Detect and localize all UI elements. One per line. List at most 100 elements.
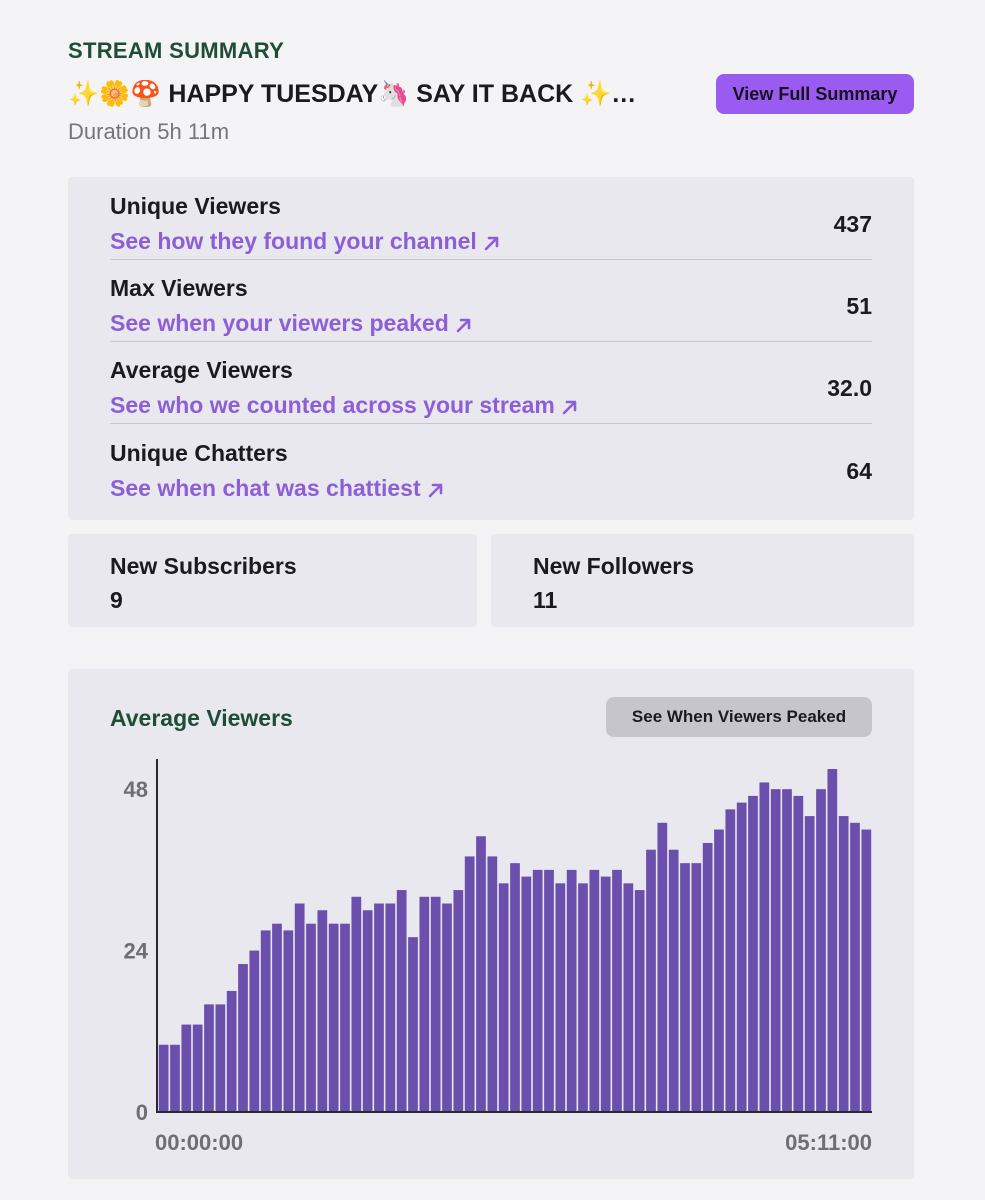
stat-link-found-channel[interactable]: See how they found your channel	[110, 228, 501, 255]
stat-link-text: See how they found your channel	[110, 228, 477, 254]
stat-row-average-viewers: Average Viewers See who we counted acros…	[110, 341, 872, 424]
chart-bar	[306, 923, 316, 1112]
stat-link-chat-chattiest[interactable]: See when chat was chattiest	[110, 475, 445, 502]
new-subscribers-label: New Subscribers	[110, 553, 297, 579]
chart-title: Average Viewers	[110, 705, 293, 731]
arrow-up-right-icon	[428, 483, 442, 498]
chart-bar	[861, 829, 872, 1112]
chart-bar	[158, 1044, 169, 1112]
chart-bar	[226, 990, 237, 1112]
y-tick-label: 0	[136, 1100, 148, 1125]
new-followers-label: New Followers	[533, 553, 695, 579]
chart-bar	[374, 903, 384, 1112]
chart-bar	[340, 923, 350, 1112]
chart-bar	[351, 896, 362, 1112]
chart-bar	[725, 809, 736, 1112]
chart-bar	[646, 849, 656, 1112]
chart-bar	[498, 883, 509, 1112]
chart-bar	[680, 863, 690, 1112]
chart-bar	[827, 769, 838, 1112]
chart-bar	[555, 883, 566, 1112]
chart-bar	[770, 789, 781, 1112]
chart-bar	[453, 890, 464, 1112]
chart-bar	[566, 869, 577, 1112]
chart-bar	[249, 950, 260, 1112]
stream-name: ✨🌼🍄 HAPPY TUESDAY🦄 SAY IT BACK ✨…	[68, 80, 637, 108]
stat-row-unique-chatters: Unique Chatters See when chat was chatti…	[110, 424, 872, 506]
chart-bar	[521, 876, 532, 1112]
chart-bar	[759, 782, 770, 1112]
x-tick-label: 00:00:00	[155, 1130, 243, 1155]
arrow-up-right-icon	[562, 400, 577, 415]
stat-value: 437	[833, 211, 872, 237]
chart-bar	[476, 836, 486, 1112]
chart-bar	[668, 849, 679, 1112]
stat-label: Average Viewers	[110, 357, 293, 383]
chart-bar	[260, 930, 271, 1112]
chart-bar	[589, 869, 600, 1112]
stat-link-text: See when chat was chattiest	[110, 475, 421, 501]
stat-label: Max Viewers	[110, 275, 248, 301]
chart-bar	[487, 856, 498, 1112]
chart-bar	[657, 822, 668, 1112]
chart-bar	[430, 896, 441, 1112]
chart-bar	[510, 863, 520, 1112]
stat-row-unique-viewers: Unique Viewers See how they found your c…	[110, 177, 872, 260]
stat-value: 32.0	[827, 375, 872, 401]
new-followers-card: New Followers 11	[491, 534, 914, 627]
view-full-summary-button[interactable]: View Full Summary	[716, 74, 914, 114]
chart-bar	[181, 1024, 192, 1112]
y-tick-label: 48	[124, 777, 148, 802]
chart-bar	[838, 816, 849, 1112]
stream-duration: Duration 5h 11m	[68, 119, 230, 144]
section-title: STREAM SUMMARY	[68, 38, 285, 63]
chart-bar	[272, 923, 282, 1112]
chart-bar	[782, 789, 792, 1112]
chart-bar	[283, 930, 294, 1112]
chart-bar	[215, 1004, 226, 1112]
stat-row-max-viewers: Max Viewers See when your viewers peaked…	[110, 259, 872, 342]
chart-bar	[850, 822, 860, 1112]
new-followers-value: 11	[533, 587, 558, 613]
chart-bar	[464, 856, 475, 1112]
chart-bar	[408, 937, 418, 1112]
chart-bar	[634, 890, 645, 1112]
chart-bar	[600, 876, 611, 1112]
chart-bar	[578, 883, 588, 1112]
chart-bar	[736, 802, 747, 1112]
chart-bar	[419, 896, 430, 1112]
chart-bar	[612, 869, 622, 1112]
chart-bar	[362, 910, 373, 1112]
x-tick-label: 05:11:00	[785, 1130, 872, 1155]
average-viewers-bar-chart: 0 24 48 00:00:00 05:11:00	[124, 759, 872, 1155]
chart-bar	[385, 903, 396, 1112]
chart-bar	[238, 964, 248, 1112]
chart-bar	[816, 789, 826, 1112]
chart-bar	[691, 863, 702, 1112]
chart-bar	[294, 903, 305, 1112]
arrow-up-right-icon	[456, 318, 471, 333]
chart-bar	[328, 923, 339, 1112]
chart-bar	[317, 910, 328, 1112]
see-when-viewers-peaked-button[interactable]: See When Viewers Peaked	[606, 697, 872, 737]
average-viewers-chart-card: Average Viewers See When Viewers Peaked …	[68, 669, 914, 1179]
chart-bar	[544, 869, 554, 1112]
stat-link-text: See when your viewers peaked	[110, 310, 449, 336]
chart-bar	[804, 816, 815, 1112]
stat-link-viewers-peaked[interactable]: See when your viewers peaked	[110, 310, 473, 337]
stats-card: Unique Viewers See how they found your c…	[68, 177, 914, 520]
chart-bar	[532, 869, 543, 1112]
chart-bar	[170, 1044, 180, 1112]
chart-bar	[702, 842, 713, 1112]
chart-bar	[623, 883, 634, 1112]
chart-bar	[396, 890, 407, 1112]
stat-label: Unique Viewers	[110, 193, 281, 219]
chart-bar	[748, 795, 758, 1112]
stat-link-text: See who we counted across your stream	[110, 392, 555, 418]
chart-bar	[192, 1024, 203, 1112]
stat-link-who-counted[interactable]: See who we counted across your stream	[110, 392, 579, 419]
chart-bar	[442, 903, 452, 1112]
new-subscribers-card: New Subscribers 9	[68, 534, 477, 627]
chart-bar	[204, 1004, 214, 1112]
stat-value: 51	[846, 293, 872, 319]
